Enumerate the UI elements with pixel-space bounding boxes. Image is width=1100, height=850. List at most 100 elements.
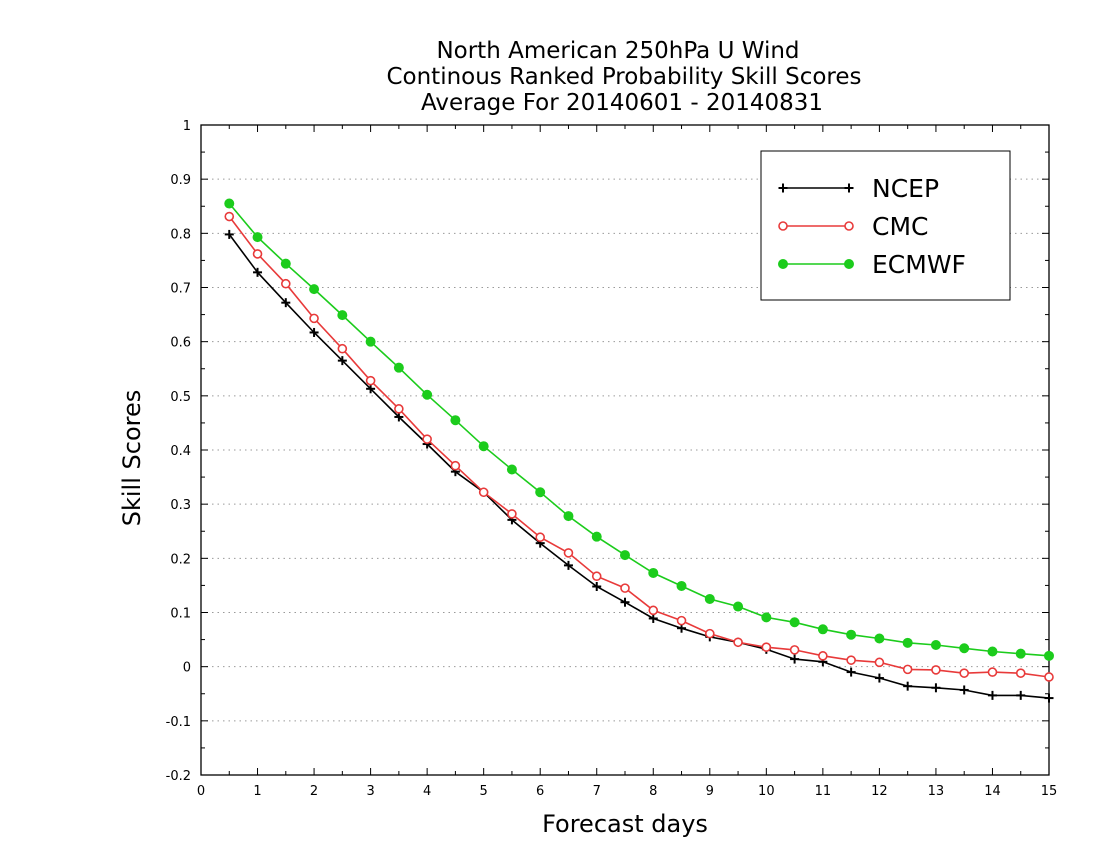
data-point-ecmwf <box>450 415 461 426</box>
x-tick-label: 6 <box>536 784 544 799</box>
data-point-ncep <box>563 560 573 570</box>
x-tick-label: 1 <box>253 784 261 799</box>
data-point-cmc <box>874 657 885 668</box>
data-point-cmc <box>224 211 235 222</box>
data-point-ecmwf <box>959 643 970 654</box>
data-point-ecmwf <box>535 487 546 498</box>
y-tick-label: 0.5 <box>170 390 191 405</box>
x-tick-label: 13 <box>928 784 945 799</box>
data-point-ncep <box>366 384 376 394</box>
data-point-cmc <box>507 509 517 519</box>
data-point-ecmwf <box>252 232 263 243</box>
x-tick-label: 12 <box>871 784 888 799</box>
data-point-ncep <box>1044 693 1054 703</box>
x-tick-label: 4 <box>423 784 431 799</box>
x-tick-label: 8 <box>649 784 657 799</box>
x-tick-label: 11 <box>815 784 832 799</box>
data-point-cmc <box>789 645 800 655</box>
y-tick-label: 0.3 <box>170 498 191 513</box>
x-tick-label: 2 <box>310 784 318 799</box>
data-point-ecmwf <box>393 362 404 373</box>
data-point-ecmwf <box>309 284 320 295</box>
data-point-ecmwf <box>704 593 715 604</box>
data-point-cmc <box>1015 668 1026 678</box>
data-point-cmc <box>648 605 659 616</box>
data-point-ncep <box>790 654 800 664</box>
data-point-cmc <box>563 548 574 558</box>
x-tick-label: 5 <box>480 784 488 799</box>
y-tick-label: 0.6 <box>170 336 191 351</box>
data-point-cmc <box>761 642 772 652</box>
data-point-cmc <box>422 434 432 444</box>
data-point-ncep <box>1016 690 1026 700</box>
data-point-cmc <box>931 665 941 675</box>
data-point-cmc <box>478 487 489 498</box>
x-tick-label: 7 <box>593 784 601 799</box>
data-point-ecmwf <box>676 580 687 591</box>
data-point-ncep <box>903 681 913 691</box>
data-point-cmc <box>704 628 715 639</box>
data-point-ecmwf <box>789 617 800 628</box>
legend: NCEP CMC ECMWF <box>760 150 1011 301</box>
legend-marker <box>844 183 854 193</box>
data-point-ncep <box>959 685 969 695</box>
legend-label: ECMWF <box>872 250 966 279</box>
data-point-ecmwf <box>761 612 772 623</box>
y-tick-label: 0.9 <box>170 173 191 188</box>
data-point-ecmwf <box>506 464 517 475</box>
data-point-ncep <box>394 412 404 422</box>
y-tick-label: 0.2 <box>170 552 191 567</box>
data-point-ecmwf <box>987 646 998 657</box>
x-tick-label: 15 <box>1041 784 1058 799</box>
data-point-ncep <box>620 597 630 607</box>
data-point-cmc <box>280 278 291 289</box>
title-line-3: Average For 20140601 - 20140831 <box>421 90 823 116</box>
y-tick-label: 0.8 <box>170 227 191 242</box>
data-point-ecmwf <box>280 258 291 269</box>
legend-marker <box>778 259 788 269</box>
y-tick-label: 0.7 <box>170 282 191 297</box>
data-point-ecmwf <box>422 389 433 400</box>
legend-marker <box>844 259 854 269</box>
data-point-ecmwf <box>478 441 489 452</box>
x-tick-label: 0 <box>197 784 205 799</box>
data-point-ncep <box>648 613 658 623</box>
x-tick-label: 9 <box>706 784 714 799</box>
data-point-ecmwf <box>365 336 376 347</box>
data-point-cmc <box>620 583 630 593</box>
legend-label: CMC <box>872 212 928 241</box>
series-ncep <box>224 229 1054 703</box>
data-point-cmc <box>450 460 461 471</box>
data-point-ecmwf <box>846 629 857 640</box>
x-tick-label: 10 <box>758 784 775 799</box>
data-series <box>224 198 1054 703</box>
legend-marker <box>778 183 788 193</box>
data-point-cmc <box>733 637 743 648</box>
data-point-cmc <box>987 667 998 677</box>
legend-item-ecmwf: ECMWF <box>778 250 966 279</box>
data-point-ecmwf <box>591 531 602 542</box>
x-tick-label: 14 <box>984 784 1001 799</box>
title-line-2: Continous Ranked Probability Skill Score… <box>386 64 861 90</box>
title-line-1: North American 250hPa U Wind <box>436 38 799 64</box>
data-point-cmc <box>394 404 404 414</box>
data-point-ecmwf <box>648 567 659 578</box>
data-point-ecmwf <box>930 640 941 650</box>
data-point-cmc <box>676 615 687 626</box>
y-tick-label: 0.4 <box>170 444 191 459</box>
data-point-cmc <box>846 655 856 665</box>
data-point-ncep <box>987 690 997 700</box>
data-point-ncep <box>592 582 602 591</box>
data-point-ecmwf <box>902 637 913 648</box>
data-point-ecmwf <box>733 601 744 612</box>
data-point-ecmwf <box>620 550 630 561</box>
x-tick-label: 3 <box>366 784 374 799</box>
y-tick-label: -0.1 <box>166 715 191 730</box>
series-ecmwf <box>224 198 1054 661</box>
x-axis-label: Forecast days <box>542 810 708 838</box>
data-point-ecmwf <box>1015 648 1026 659</box>
data-point-cmc <box>337 343 348 354</box>
data-point-cmc <box>309 313 319 324</box>
data-point-ncep <box>931 683 941 693</box>
